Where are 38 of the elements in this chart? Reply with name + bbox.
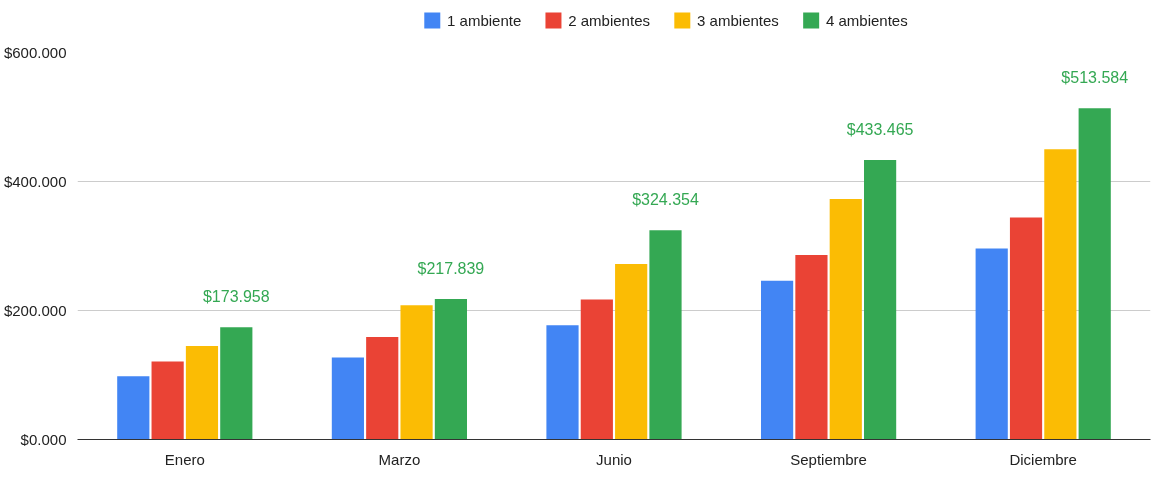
- x-tick-label: Junio: [596, 450, 632, 468]
- bar: [1044, 149, 1077, 440]
- bar: [151, 361, 184, 440]
- bar: [366, 336, 399, 440]
- legend-label: 2 ambientes: [568, 12, 650, 29]
- bar: [220, 327, 253, 440]
- y-tick-label: $200.000: [3, 302, 67, 319]
- legend-label: 3 ambientes: [697, 12, 779, 29]
- bar: [864, 159, 897, 440]
- bar: [546, 325, 579, 440]
- bar: [975, 248, 1008, 440]
- bar: [434, 298, 467, 440]
- data-label: $173.958: [202, 288, 270, 306]
- y-tick-label: $0.000: [20, 431, 67, 448]
- bar: [795, 255, 828, 440]
- y-tick-label: $400.000: [3, 173, 67, 190]
- bar: [400, 305, 433, 440]
- bar: [615, 264, 648, 440]
- x-tick-label: Marzo: [378, 450, 421, 468]
- bar: [185, 345, 219, 440]
- x-tick-label: Septiembre: [790, 450, 867, 468]
- bar: [1078, 108, 1111, 440]
- y-tick-label: $600.000: [3, 44, 67, 61]
- bar: [331, 357, 364, 440]
- legend-label: 4 ambientes: [825, 12, 908, 29]
- data-label: $324.354: [632, 191, 699, 209]
- bar: [649, 230, 682, 440]
- bar: [829, 198, 862, 440]
- bar: [761, 280, 794, 440]
- data-label: $217.839: [417, 259, 485, 277]
- data-label: $433.465: [846, 120, 914, 138]
- data-label: $513.584: [1061, 69, 1129, 87]
- x-tick-label: Enero: [164, 450, 205, 468]
- x-tick-label: Diciembre: [1009, 450, 1077, 468]
- bar: [1009, 217, 1043, 440]
- bar: [117, 376, 150, 440]
- bar: [580, 299, 613, 440]
- legend-label: 1 ambiente: [447, 12, 522, 29]
